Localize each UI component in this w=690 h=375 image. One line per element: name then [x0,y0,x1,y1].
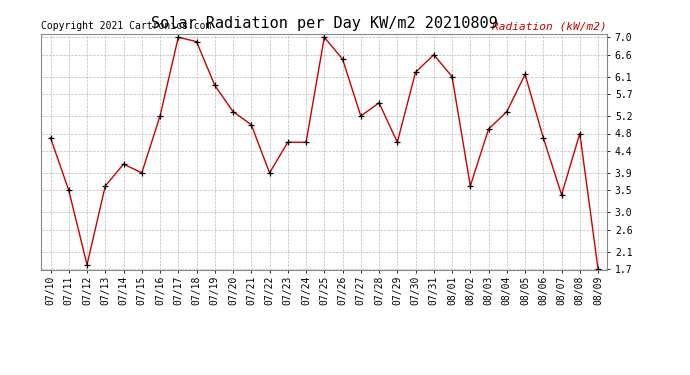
Text: Copyright 2021 Cartronics.com: Copyright 2021 Cartronics.com [41,21,212,32]
Title: Solar Radiation per Day KW/m2 20210809: Solar Radiation per Day KW/m2 20210809 [151,16,497,31]
Text: Radiation (kW/m2): Radiation (kW/m2) [493,21,607,32]
